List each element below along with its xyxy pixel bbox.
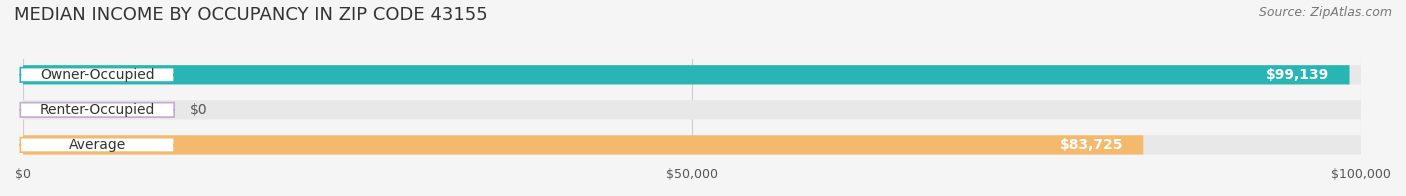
FancyBboxPatch shape bbox=[22, 135, 1143, 155]
FancyBboxPatch shape bbox=[20, 103, 174, 117]
FancyBboxPatch shape bbox=[20, 138, 174, 152]
Text: Owner-Occupied: Owner-Occupied bbox=[39, 68, 155, 82]
FancyBboxPatch shape bbox=[22, 65, 1361, 84]
FancyBboxPatch shape bbox=[22, 100, 1361, 120]
Text: Average: Average bbox=[69, 138, 127, 152]
FancyBboxPatch shape bbox=[22, 65, 1350, 84]
Text: $99,139: $99,139 bbox=[1267, 68, 1330, 82]
Text: $0: $0 bbox=[190, 103, 208, 117]
FancyBboxPatch shape bbox=[20, 68, 174, 82]
Text: Source: ZipAtlas.com: Source: ZipAtlas.com bbox=[1258, 6, 1392, 19]
FancyBboxPatch shape bbox=[22, 135, 1361, 155]
Text: MEDIAN INCOME BY OCCUPANCY IN ZIP CODE 43155: MEDIAN INCOME BY OCCUPANCY IN ZIP CODE 4… bbox=[14, 6, 488, 24]
Text: Renter-Occupied: Renter-Occupied bbox=[39, 103, 155, 117]
Text: $83,725: $83,725 bbox=[1060, 138, 1123, 152]
